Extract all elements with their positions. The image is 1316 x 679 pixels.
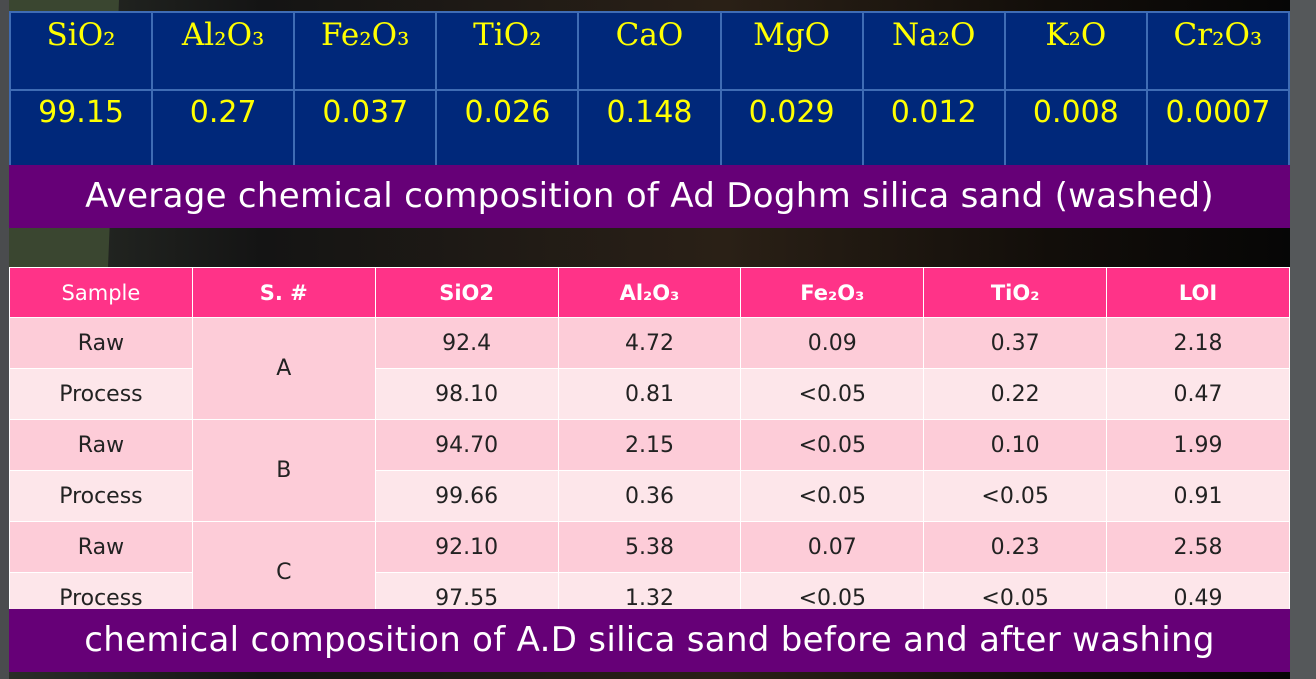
sample-type-cell: Process — [9, 470, 193, 522]
sample-id-cell: B — [191, 419, 376, 522]
value-cell: 2.15 — [557, 419, 742, 471]
value-cell: 92.4 — [374, 317, 559, 369]
value-cell: 0.008 — [1003, 89, 1148, 167]
value-cell: 0.91 — [1106, 470, 1290, 522]
value-cell: 0.37 — [923, 317, 1108, 369]
value-cell: 0.0007 — [1145, 89, 1291, 167]
values-row: 99.15 0.27 0.037 0.026 0.148 0.029 0.012 0.008 0… — [8, 89, 1291, 167]
header-cell: SiO2 — [374, 267, 559, 318]
header-row: SiO₂ Al₂O₃ Fe₂O₃ TiO₂ CaO MgO Na₂O K₂O Cr₂O₃ — [8, 11, 1291, 91]
sample-type-cell: Raw — [9, 521, 193, 573]
value-cell: 94.70 — [374, 419, 559, 471]
header-cell: S. # — [191, 267, 376, 318]
sample-id-cell: A — [191, 317, 376, 420]
caption-average-composition: Average chemical composition of Ad Doghm… — [9, 165, 1290, 228]
header-cell: Sample — [9, 267, 193, 318]
value-cell: 0.47 — [1106, 368, 1290, 420]
value-cell: 0.012 — [861, 89, 1006, 167]
right-edge — [1290, 0, 1316, 679]
value-cell: 0.026 — [435, 89, 580, 167]
value-cell: <0.05 — [740, 470, 925, 522]
header-cell: Al₂O₃ — [557, 267, 742, 318]
value-cell: 5.38 — [557, 521, 742, 573]
value-cell: 0.148 — [577, 89, 722, 167]
value-cell: 0.27 — [151, 89, 296, 167]
header-cell: K₂O — [1003, 11, 1148, 91]
value-cell: 2.58 — [1106, 521, 1290, 573]
sample-type-cell: Raw — [9, 317, 193, 369]
value-cell: 1.99 — [1106, 419, 1290, 471]
header-cell: Fe₂O₃ — [293, 11, 438, 91]
header-cell: CaO — [577, 11, 722, 91]
value-cell: <0.05 — [740, 419, 925, 471]
value-cell: 0.22 — [923, 368, 1108, 420]
table-row: Process 99.66 0.36 <0.05 <0.05 0.91 — [9, 470, 1290, 522]
header-cell: TiO₂ — [923, 267, 1108, 318]
header-cell: MgO — [719, 11, 864, 91]
value-cell: <0.05 — [740, 368, 925, 420]
value-cell: 2.18 — [1106, 317, 1290, 369]
value-cell: 99.15 — [8, 89, 154, 167]
table-row: Raw B 94.70 2.15 <0.05 0.10 1.99 — [9, 419, 1290, 522]
value-cell: 92.10 — [374, 521, 559, 573]
value-cell: 0.037 — [293, 89, 438, 167]
value-cell: 0.23 — [923, 521, 1108, 573]
sample-id-cell: C — [191, 521, 376, 624]
sample-type-cell: Raw — [9, 419, 193, 471]
value-cell: 0.09 — [740, 317, 925, 369]
header-cell: Cr₂O₃ — [1145, 11, 1291, 91]
value-cell: 0.07 — [740, 521, 925, 573]
before-after-washing-table: Sample S. # SiO2 Al₂O₃ Fe₂O₃ TiO₂ LOI Raw A 92.4… — [9, 267, 1290, 624]
value-cell: 4.72 — [557, 317, 742, 369]
table-row: Process 98.10 0.81 <0.05 0.22 0.47 — [9, 368, 1290, 420]
table-row: Raw A 92.4 4.72 0.09 0.37 2.18 — [9, 317, 1290, 420]
value-cell: 0.81 — [557, 368, 742, 420]
header-cell: TiO₂ — [435, 11, 580, 91]
header-cell: SiO₂ — [8, 11, 154, 91]
value-cell: 0.029 — [719, 89, 864, 167]
caption-before-after-washing: chemical composition of A.D silica sand … — [9, 609, 1290, 672]
header-cell: Al₂O₃ — [151, 11, 296, 91]
average-composition-table: SiO₂ Al₂O₃ Fe₂O₃ TiO₂ CaO MgO Na₂O K₂O Cr₂O₃ 99.… — [8, 11, 1291, 167]
value-cell: 0.36 — [557, 470, 742, 522]
sample-type-cell: Process — [9, 368, 193, 420]
header-cell: Fe₂O₃ — [740, 267, 925, 318]
value-cell: 0.10 — [923, 419, 1108, 471]
value-cell: 98.10 — [374, 368, 559, 420]
header-row: Sample S. # SiO2 Al₂O₃ Fe₂O₃ TiO₂ LOI — [9, 267, 1290, 318]
header-cell: Na₂O — [861, 11, 1006, 91]
value-cell: 99.66 — [374, 470, 559, 522]
header-cell: LOI — [1106, 267, 1290, 318]
table-row: Raw C 92.10 5.38 0.07 0.23 2.58 — [9, 521, 1290, 624]
value-cell: <0.05 — [923, 470, 1108, 522]
left-edge — [0, 0, 9, 679]
